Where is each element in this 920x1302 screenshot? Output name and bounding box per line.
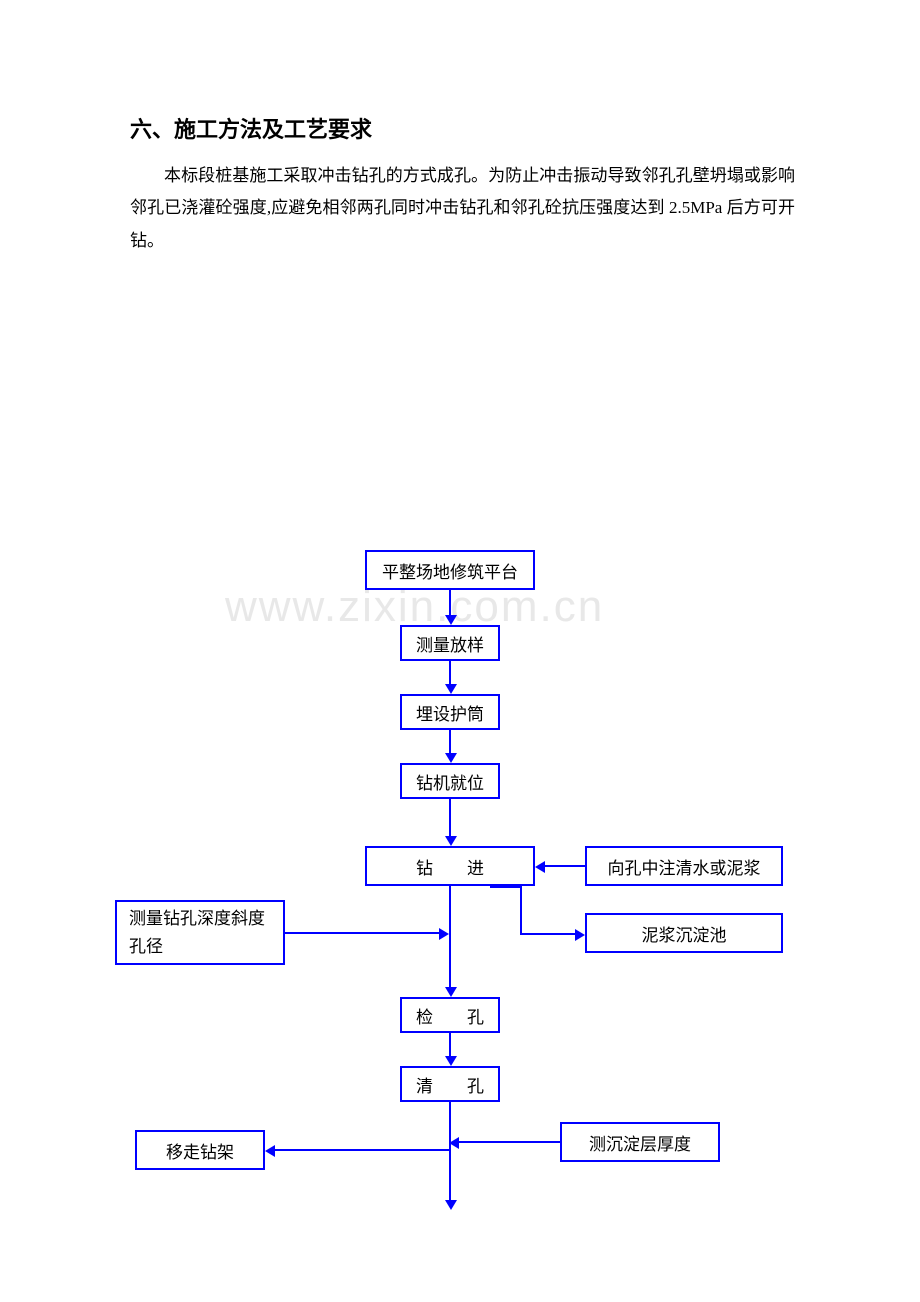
arrow-head-icon [535, 861, 545, 873]
flowchart-node-n5: 钻 进 [365, 846, 535, 886]
section-heading: 六、施工方法及工艺要求 [130, 112, 372, 144]
arrow-segment [449, 886, 451, 987]
arrow-head-icon [445, 1200, 457, 1210]
flowchart-node-n4: 钻机就位 [400, 763, 500, 799]
arrow-segment [520, 933, 575, 935]
arrow-segment [459, 1141, 560, 1143]
flowchart-node-n7: 测量钻孔深度斜度孔径 [115, 900, 285, 965]
arrow-head-icon [439, 928, 449, 940]
arrow-segment [520, 886, 522, 933]
arrow-segment [449, 661, 451, 684]
flowchart-node-n1: 平整场地修筑平台 [365, 550, 535, 590]
flowchart-node-n10: 清 孔 [400, 1066, 500, 1102]
arrow-segment [285, 932, 439, 934]
arrow-segment [449, 1033, 451, 1056]
arrow-head-icon [445, 753, 457, 763]
arrow-segment [449, 1102, 451, 1200]
flowchart-node-n8: 泥浆沉淀池 [585, 913, 783, 953]
arrow-segment [490, 886, 520, 888]
arrow-segment [449, 799, 451, 836]
arrow-segment [275, 1149, 449, 1151]
flowchart-node-n2: 测量放样 [400, 625, 500, 661]
flowchart-node-n11: 移走钻架 [135, 1130, 265, 1170]
arrow-head-icon [449, 1137, 459, 1149]
flowchart-node-n3: 埋设护筒 [400, 694, 500, 730]
body-content: 本标段桩基施工采取冲击钻孔的方式成孔。为防止冲击振动导致邻孔孔壁坍塌或影响邻孔已… [130, 166, 795, 250]
arrow-head-icon [575, 929, 585, 941]
arrow-head-icon [445, 836, 457, 846]
arrow-head-icon [445, 1056, 457, 1066]
body-paragraph: 本标段桩基施工采取冲击钻孔的方式成孔。为防止冲击振动导致邻孔孔壁坍塌或影响邻孔已… [130, 160, 795, 257]
arrow-head-icon [445, 684, 457, 694]
arrow-head-icon [445, 615, 457, 625]
arrow-head-icon [445, 987, 457, 997]
flowchart-node-n6: 向孔中注清水或泥浆 [585, 846, 783, 886]
arrow-segment [449, 730, 451, 753]
flowchart-node-n12: 测沉淀层厚度 [560, 1122, 720, 1162]
arrow-segment [545, 865, 585, 867]
arrow-segment [449, 590, 451, 615]
flowchart-node-n9: 检 孔 [400, 997, 500, 1033]
arrow-head-icon [265, 1145, 275, 1157]
